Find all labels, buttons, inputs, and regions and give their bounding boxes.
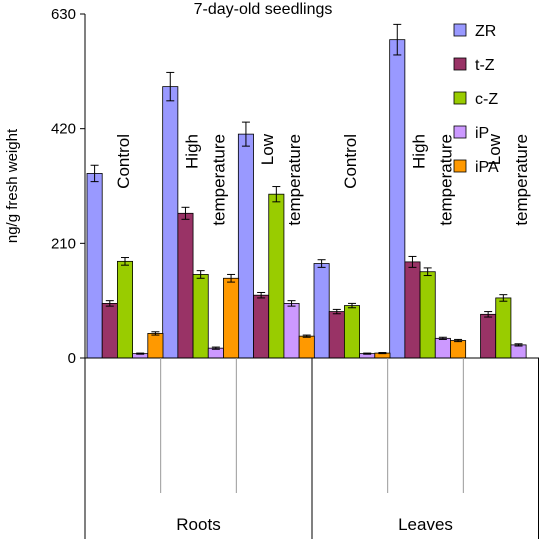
condition-label: Low — [258, 133, 277, 165]
y-tick-label: 420 — [51, 121, 76, 138]
y-axis-label: ng/g fresh weight — [4, 128, 21, 243]
group-label: Roots — [176, 515, 220, 534]
bar-t-z — [253, 294, 270, 359]
legend-swatch-ip — [453, 125, 467, 139]
condition-label: High — [183, 134, 202, 169]
legend-label-ipa: iPA — [475, 159, 499, 176]
legend-label-zr: ZR — [475, 23, 496, 40]
condition-label: Control — [341, 134, 360, 189]
bar-ip — [434, 337, 451, 359]
bar-c-z — [495, 297, 512, 359]
legend-label-ip: iP — [475, 125, 489, 142]
bar-zr — [237, 133, 254, 359]
bar-t-z — [101, 302, 118, 359]
group-label: Leaves — [398, 515, 453, 534]
bar-zr — [389, 39, 406, 359]
bar-c-z — [343, 305, 360, 359]
bars-layer — [86, 23, 527, 359]
condition-label: temperature — [210, 134, 229, 226]
legend-label-c-z: c-Z — [475, 91, 498, 108]
condition-label: Control — [114, 134, 133, 189]
bar-t-z — [480, 313, 497, 359]
legend-swatch-c-z — [453, 91, 467, 105]
condition-label: Low — [485, 133, 504, 165]
legend-swatch-t-z — [453, 57, 467, 71]
condition-label: temperature — [512, 134, 531, 226]
axes-layer: 0 210 420 630 Control High temperature Low tempe… — [51, 6, 539, 539]
y-tick-label: 0 — [68, 350, 76, 367]
bar-c-z — [419, 271, 436, 359]
condition-label: temperature — [437, 134, 456, 226]
bar-zr — [313, 263, 330, 359]
bar-t-z — [177, 212, 194, 359]
y-tick-label: 210 — [51, 235, 76, 252]
bar-ip — [283, 302, 300, 359]
bar-zr — [86, 173, 103, 359]
bar-ip — [510, 344, 527, 359]
bar-zr — [162, 86, 179, 359]
bar-c-z — [117, 260, 134, 359]
bar-c-z — [192, 274, 209, 359]
bar-c-z — [268, 193, 285, 359]
condition-label: High — [410, 134, 429, 169]
bar-ipa — [298, 335, 315, 359]
legend-label-t-z: t-Z — [475, 57, 495, 74]
bar-t-z — [328, 311, 345, 359]
bar-ipa — [223, 277, 240, 359]
legend: ZR t-Z c-Z iP iPA — [453, 23, 499, 176]
legend-swatch-zr — [453, 23, 467, 37]
condition-label: temperature — [285, 134, 304, 226]
chart-title: 7-day-old seedlings — [194, 1, 333, 18]
bar-ipa — [450, 340, 467, 359]
bar-ipa — [147, 333, 164, 359]
y-tick-label: 630 — [51, 6, 76, 23]
bar-t-z — [404, 261, 421, 359]
legend-swatch-ipa — [453, 159, 467, 173]
